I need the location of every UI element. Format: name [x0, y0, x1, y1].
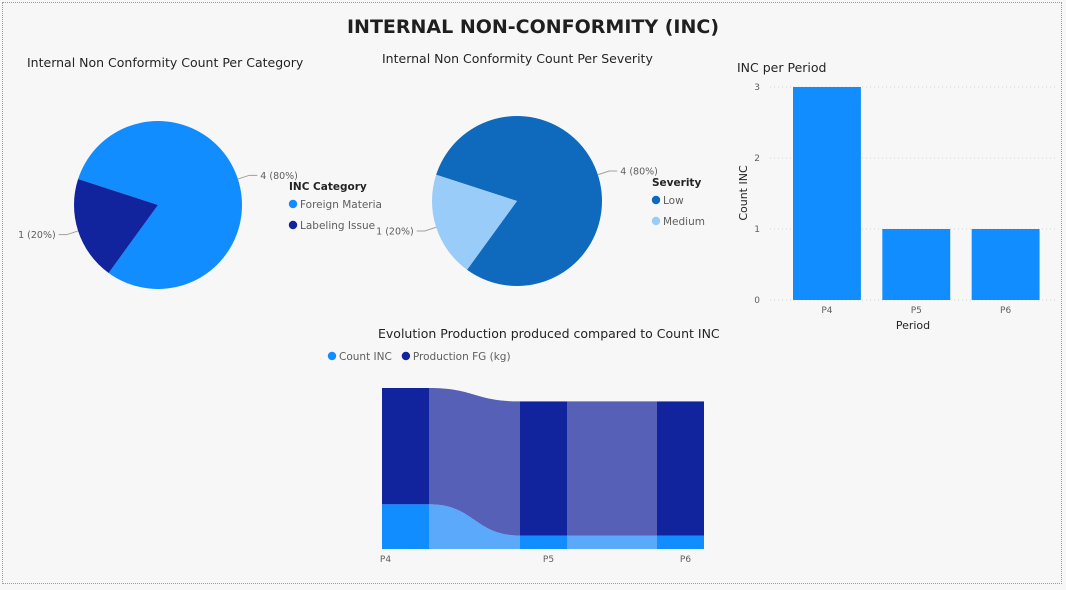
legend-title: Severity: [652, 177, 701, 189]
y-tick-label: 1: [754, 225, 760, 235]
pie-leader-line: [597, 170, 618, 176]
severity-pie-title: Internal Non Conformity Count Per Severi…: [382, 51, 653, 66]
ribbon-chart[interactable]: Count INC Production FG (kg) P4 P5 P6: [327, 351, 704, 565]
legend-item[interactable]: Labeling Issue: [300, 220, 375, 232]
period-bar-chart[interactable]: 0 1 2 3 P4 P5 P6 Period Count INC: [737, 83, 1058, 332]
legend-marker: [327, 351, 337, 361]
x-tick-label: P4: [821, 306, 832, 316]
ribbon-segment-p5[interactable]: [520, 401, 567, 536]
ribbon-band[interactable]: [567, 401, 657, 536]
ribbon-segment-p4[interactable]: [382, 388, 429, 505]
legend-item[interactable]: Production FG (kg): [413, 351, 511, 363]
legend-marker: [401, 351, 411, 361]
bar-p4[interactable]: [793, 87, 861, 300]
x-tick-label: P6: [1000, 306, 1011, 316]
legend-item[interactable]: Count INC: [339, 351, 392, 363]
pie-slice-labeling-issue[interactable]: [73, 179, 158, 273]
x-tick-label: P5: [543, 555, 554, 565]
legend-item[interactable]: Low: [663, 195, 684, 207]
legend-item[interactable]: Medium: [663, 216, 705, 228]
period-bar-title: INC per Period: [737, 60, 827, 75]
legend-marker: [288, 199, 298, 209]
legend-marker: [651, 195, 661, 205]
ribbon-chart-title: Evolution Production produced compared t…: [378, 326, 720, 341]
bar-p6[interactable]: [971, 229, 1040, 300]
bar-p5[interactable]: [882, 229, 951, 300]
pie-leader-line: [237, 174, 258, 180]
pie-data-label: 4 (80%): [620, 167, 658, 178]
x-tick-label: P5: [911, 306, 922, 316]
x-axis-title: Period: [896, 319, 930, 332]
y-tick-label: 0: [754, 296, 760, 306]
pie-data-label: 1 (20%): [18, 230, 56, 241]
ribbon-band[interactable]: [429, 388, 520, 536]
ribbon-segment-p4[interactable]: [382, 504, 429, 549]
pie-leader-line: [58, 230, 79, 236]
category-pie-title: Internal Non Conformity Count Per Catego…: [27, 55, 304, 70]
ribbon-band[interactable]: [567, 535, 657, 549]
pie-data-label: 4 (80%): [260, 171, 298, 182]
legend-marker: [651, 216, 661, 226]
pie-data-label: 1 (20%): [376, 226, 414, 237]
ribbon-segment-p6[interactable]: [657, 401, 704, 536]
y-tick-label: 3: [754, 83, 760, 93]
pie-slice-foreign-materia[interactable]: [78, 120, 242, 289]
pie-slice-medium[interactable]: [431, 174, 517, 270]
legend-marker: [288, 220, 298, 230]
ribbon-segment-p5[interactable]: [520, 535, 567, 549]
severity-pie-chart[interactable]: 4 (80%) 1 (20%) Severity Low Medium: [376, 116, 705, 287]
category-pie-chart[interactable]: 4 (80%) 1 (20%) INC Category Foreign Materi…: [18, 120, 382, 289]
pie-leader-line: [416, 226, 437, 232]
y-axis-title: Count INC: [737, 165, 750, 221]
legend-item[interactable]: Foreign Materia: [300, 199, 382, 211]
y-tick-label: 2: [754, 154, 760, 164]
ribbon-segment-p6[interactable]: [657, 535, 704, 549]
ribbon-band[interactable]: [429, 504, 520, 549]
x-tick-label: P6: [680, 555, 691, 565]
page-title: INTERNAL NON-CONFORMITY (INC): [346, 16, 720, 38]
x-tick-label: P4: [380, 555, 391, 565]
legend-title: INC Category: [289, 181, 367, 193]
pie-slice-low[interactable]: [436, 116, 602, 287]
